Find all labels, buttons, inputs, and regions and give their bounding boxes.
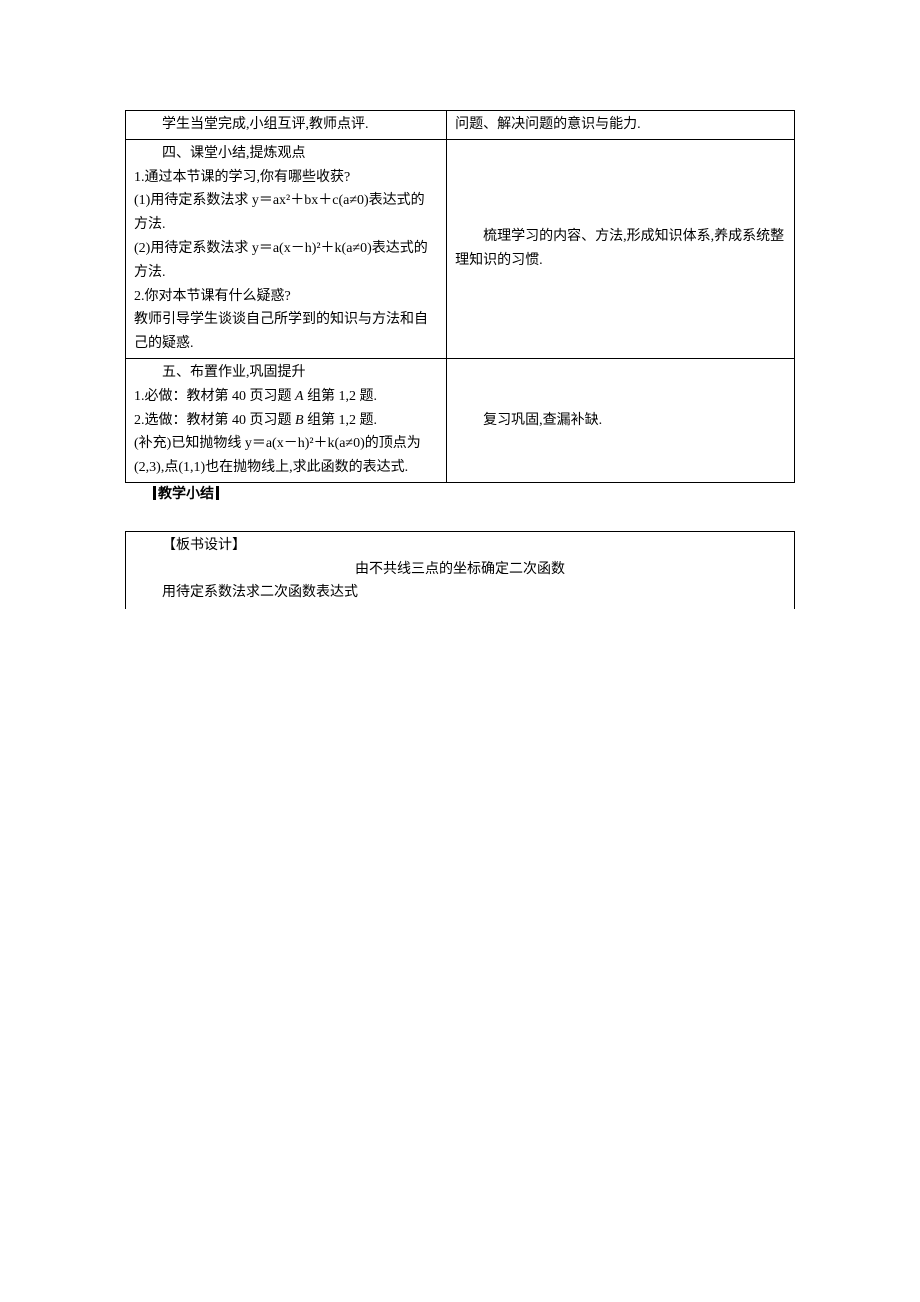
box-sub-line: 用待定系数法求二次函数表达式 xyxy=(134,581,786,605)
lesson-table: 学生当堂完成,小组互评,教师点评. 问题、解决问题的意识与能力. 四、课堂小结,… xyxy=(125,110,795,483)
text-line: (1)用待定系数法求 y＝ax²＋bx＋c(a≠0)表达式的方法. xyxy=(134,189,438,237)
text-line: 梳理学习的内容、方法,形成知识体系,养成系统整理知识的习惯. xyxy=(455,225,786,273)
section-label-text: 教学小结 xyxy=(158,487,214,502)
text-part: 组第 1,2 题. xyxy=(304,413,378,428)
text-line: 问题、解决问题的意识与能力. xyxy=(455,117,641,132)
text-line: 复习巩固,查漏补缺. xyxy=(455,409,786,433)
text-line: 2.你对本节课有什么疑惑? xyxy=(134,285,438,309)
table-row: 四、课堂小结,提炼观点 1.通过本节课的学习,你有哪些收获? (1)用待定系数法… xyxy=(126,139,795,358)
text-part: 组第 1,2 题. xyxy=(304,389,378,404)
text-part: 2.选做：教材第 40 页习题 xyxy=(134,413,295,428)
bar-icon xyxy=(153,486,156,500)
cell-row1-left: 学生当堂完成,小组互评,教师点评. xyxy=(126,111,447,140)
text-line: 1.通过本节课的学习,你有哪些收获? xyxy=(134,166,438,190)
section-heading: 五、布置作业,巩固提升 xyxy=(134,361,438,385)
section-heading: 四、课堂小结,提炼观点 xyxy=(134,142,438,166)
section-summary-label: 教学小结 xyxy=(125,483,795,507)
cell-row2-right: 梳理学习的内容、方法,形成知识体系,养成系统整理知识的习惯. xyxy=(447,139,795,358)
text-line: (2)用待定系数法求 y＝a(x－h)²＋k(a≠0)表达式的方法. xyxy=(134,237,438,285)
box-center-line: 由不共线三点的坐标确定二次函数 xyxy=(134,558,786,582)
cell-row3-right: 复习巩固,查漏补缺. xyxy=(447,358,795,482)
text-line: 教师引导学生谈谈自己所学到的知识与方法和自己的疑惑. xyxy=(134,308,438,356)
text-line: (补充)已知抛物线 y＝a(x－h)²＋k(a≠0)的顶点为(2,3),点(1,… xyxy=(134,432,438,480)
text-line: 2.选做：教材第 40 页习题 B 组第 1,2 题. xyxy=(134,409,438,433)
italic-letter: B xyxy=(295,413,304,428)
bar-icon xyxy=(216,486,219,500)
text-line: 学生当堂完成,小组互评,教师点评. xyxy=(134,113,438,137)
box-title: 【板书设计】 xyxy=(134,534,786,558)
cell-row3-left: 五、布置作业,巩固提升 1.必做：教材第 40 页习题 A 组第 1,2 题. … xyxy=(126,358,447,482)
cell-row2-left: 四、课堂小结,提炼观点 1.通过本节课的学习,你有哪些收获? (1)用待定系数法… xyxy=(126,139,447,358)
table-row: 五、布置作业,巩固提升 1.必做：教材第 40 页习题 A 组第 1,2 题. … xyxy=(126,358,795,482)
cell-row1-right: 问题、解决问题的意识与能力. xyxy=(447,111,795,140)
board-design-box: 【板书设计】 由不共线三点的坐标确定二次函数 用待定系数法求二次函数表达式 xyxy=(125,531,795,609)
italic-letter: A xyxy=(295,389,304,404)
text-line: 1.必做：教材第 40 页习题 A 组第 1,2 题. xyxy=(134,385,438,409)
table-row: 学生当堂完成,小组互评,教师点评. 问题、解决问题的意识与能力. xyxy=(126,111,795,140)
text-part: 1.必做：教材第 40 页习题 xyxy=(134,389,295,404)
